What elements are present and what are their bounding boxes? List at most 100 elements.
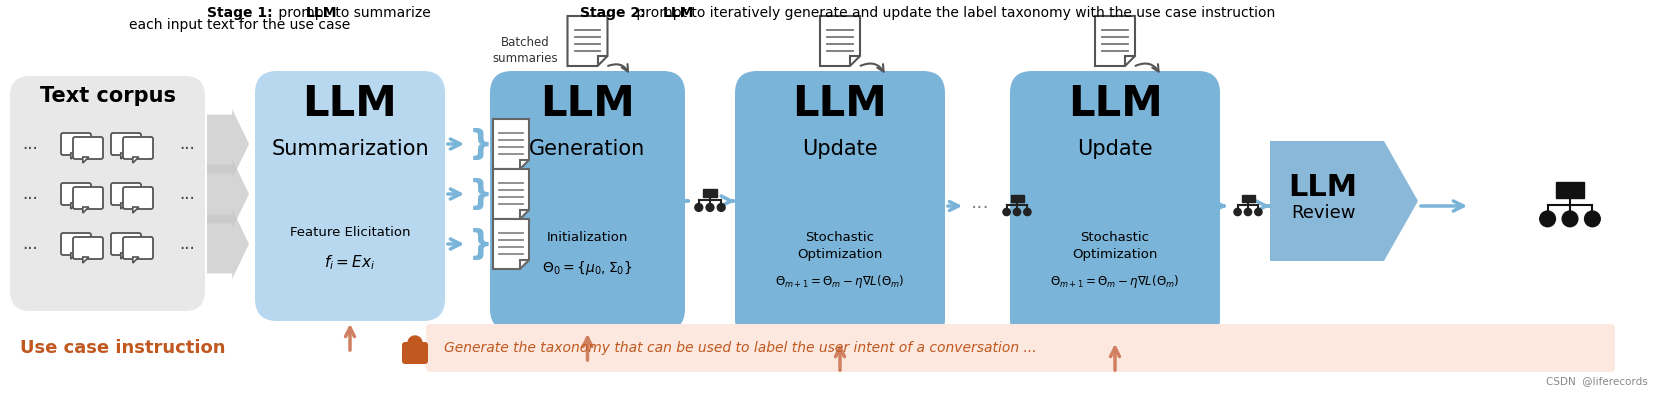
FancyBboxPatch shape	[61, 233, 91, 255]
Text: Review: Review	[1291, 204, 1355, 222]
Polygon shape	[208, 209, 249, 279]
Text: Update: Update	[1078, 139, 1153, 159]
Circle shape	[1561, 211, 1578, 227]
FancyBboxPatch shape	[123, 137, 153, 159]
FancyBboxPatch shape	[123, 187, 153, 209]
FancyBboxPatch shape	[402, 342, 429, 364]
Text: Feature Elicitation: Feature Elicitation	[289, 226, 410, 239]
Text: Batched
summaries: Batched summaries	[492, 36, 558, 65]
Circle shape	[1585, 211, 1600, 227]
Text: $\Theta_{m+1} = \Theta_m - \eta\nabla L(\Theta_m)$: $\Theta_{m+1} = \Theta_m - \eta\nabla L(…	[1050, 273, 1179, 290]
Text: Generation: Generation	[530, 139, 646, 159]
Circle shape	[1023, 208, 1031, 215]
Polygon shape	[133, 257, 140, 263]
Text: Summarization: Summarization	[271, 139, 429, 159]
Text: to iteratively generate and update the label taxonomy with the use case instruct: to iteratively generate and update the l…	[688, 6, 1276, 20]
Text: prompt: prompt	[274, 6, 334, 20]
Polygon shape	[121, 153, 126, 159]
FancyBboxPatch shape	[111, 183, 141, 205]
Text: ...: ...	[22, 185, 38, 203]
Polygon shape	[1271, 141, 1418, 261]
Text: LLM: LLM	[1289, 173, 1357, 202]
Circle shape	[1254, 208, 1262, 215]
Polygon shape	[121, 203, 126, 209]
Polygon shape	[133, 207, 140, 213]
FancyBboxPatch shape	[425, 324, 1614, 372]
Text: LLM: LLM	[540, 83, 635, 125]
FancyBboxPatch shape	[736, 71, 945, 341]
Text: to summarize: to summarize	[331, 6, 430, 20]
Circle shape	[718, 204, 726, 211]
FancyBboxPatch shape	[61, 133, 91, 155]
Text: Stage 2:: Stage 2:	[580, 6, 646, 20]
Text: ...: ...	[179, 235, 194, 253]
Text: Stage 1:: Stage 1:	[208, 6, 272, 20]
Polygon shape	[821, 16, 860, 66]
Polygon shape	[208, 159, 249, 229]
Polygon shape	[83, 257, 88, 263]
Text: $\Theta_0 = \{\mu_0, \Sigma_0\}$: $\Theta_0 = \{\mu_0, \Sigma_0\}$	[541, 259, 633, 277]
FancyBboxPatch shape	[111, 233, 141, 255]
Polygon shape	[83, 157, 88, 163]
FancyBboxPatch shape	[73, 237, 103, 259]
Text: Generate the taxonomy that can be used to label the user intent of a conversatio: Generate the taxonomy that can be used t…	[443, 341, 1036, 355]
Text: }: }	[468, 128, 493, 160]
Polygon shape	[568, 16, 608, 66]
Text: ...: ...	[179, 135, 194, 153]
FancyBboxPatch shape	[256, 71, 445, 321]
Text: LLM: LLM	[1068, 83, 1163, 125]
Text: Update: Update	[802, 139, 877, 159]
Bar	[703, 189, 718, 197]
Text: ...: ...	[972, 192, 990, 211]
Polygon shape	[83, 207, 88, 213]
Bar	[1010, 195, 1023, 202]
Text: ...: ...	[179, 185, 194, 203]
Circle shape	[1540, 211, 1555, 227]
Polygon shape	[133, 157, 140, 163]
Polygon shape	[71, 203, 76, 209]
Circle shape	[409, 336, 422, 350]
Polygon shape	[493, 119, 528, 169]
Circle shape	[706, 204, 714, 211]
Circle shape	[1013, 208, 1020, 215]
Text: Use case instruction: Use case instruction	[20, 339, 226, 357]
Polygon shape	[71, 253, 76, 259]
Text: prompt: prompt	[631, 6, 691, 20]
Text: LLM: LLM	[792, 83, 887, 125]
Text: LLM: LLM	[663, 6, 694, 20]
FancyBboxPatch shape	[73, 137, 103, 159]
FancyBboxPatch shape	[1010, 71, 1219, 341]
Text: ...: ...	[22, 235, 38, 253]
Polygon shape	[1095, 16, 1134, 66]
FancyBboxPatch shape	[10, 76, 204, 311]
FancyBboxPatch shape	[490, 71, 684, 331]
Text: LLM: LLM	[302, 83, 397, 125]
Polygon shape	[493, 219, 528, 269]
Text: ...: ...	[22, 135, 38, 153]
Polygon shape	[208, 109, 249, 179]
Circle shape	[694, 204, 703, 211]
FancyBboxPatch shape	[61, 183, 91, 205]
Text: }: }	[468, 227, 493, 261]
Text: Text corpus: Text corpus	[40, 86, 176, 106]
Text: CSDN  @liferecords: CSDN @liferecords	[1546, 376, 1648, 386]
Text: }: }	[468, 177, 493, 211]
Text: Stochastic
Optimization: Stochastic Optimization	[1073, 231, 1158, 261]
FancyBboxPatch shape	[123, 237, 153, 259]
Text: $\Theta_{m+1} = \Theta_m - \eta\nabla L(\Theta_m)$: $\Theta_{m+1} = \Theta_m - \eta\nabla L(…	[776, 273, 905, 290]
Text: $f_i = Ex_i$: $f_i = Ex_i$	[324, 253, 375, 272]
Polygon shape	[71, 153, 76, 159]
Circle shape	[1244, 208, 1252, 215]
FancyBboxPatch shape	[111, 133, 141, 155]
Circle shape	[1003, 208, 1010, 215]
Circle shape	[1234, 208, 1241, 215]
Text: Initialization: Initialization	[546, 231, 628, 244]
Text: each input text for the use case: each input text for the use case	[130, 18, 350, 32]
FancyBboxPatch shape	[73, 187, 103, 209]
Bar	[1556, 182, 1585, 198]
Text: LLM: LLM	[306, 6, 337, 20]
Polygon shape	[121, 253, 126, 259]
Polygon shape	[493, 169, 528, 219]
Text: Stochastic
Optimization: Stochastic Optimization	[797, 231, 882, 261]
Bar	[1241, 195, 1254, 202]
